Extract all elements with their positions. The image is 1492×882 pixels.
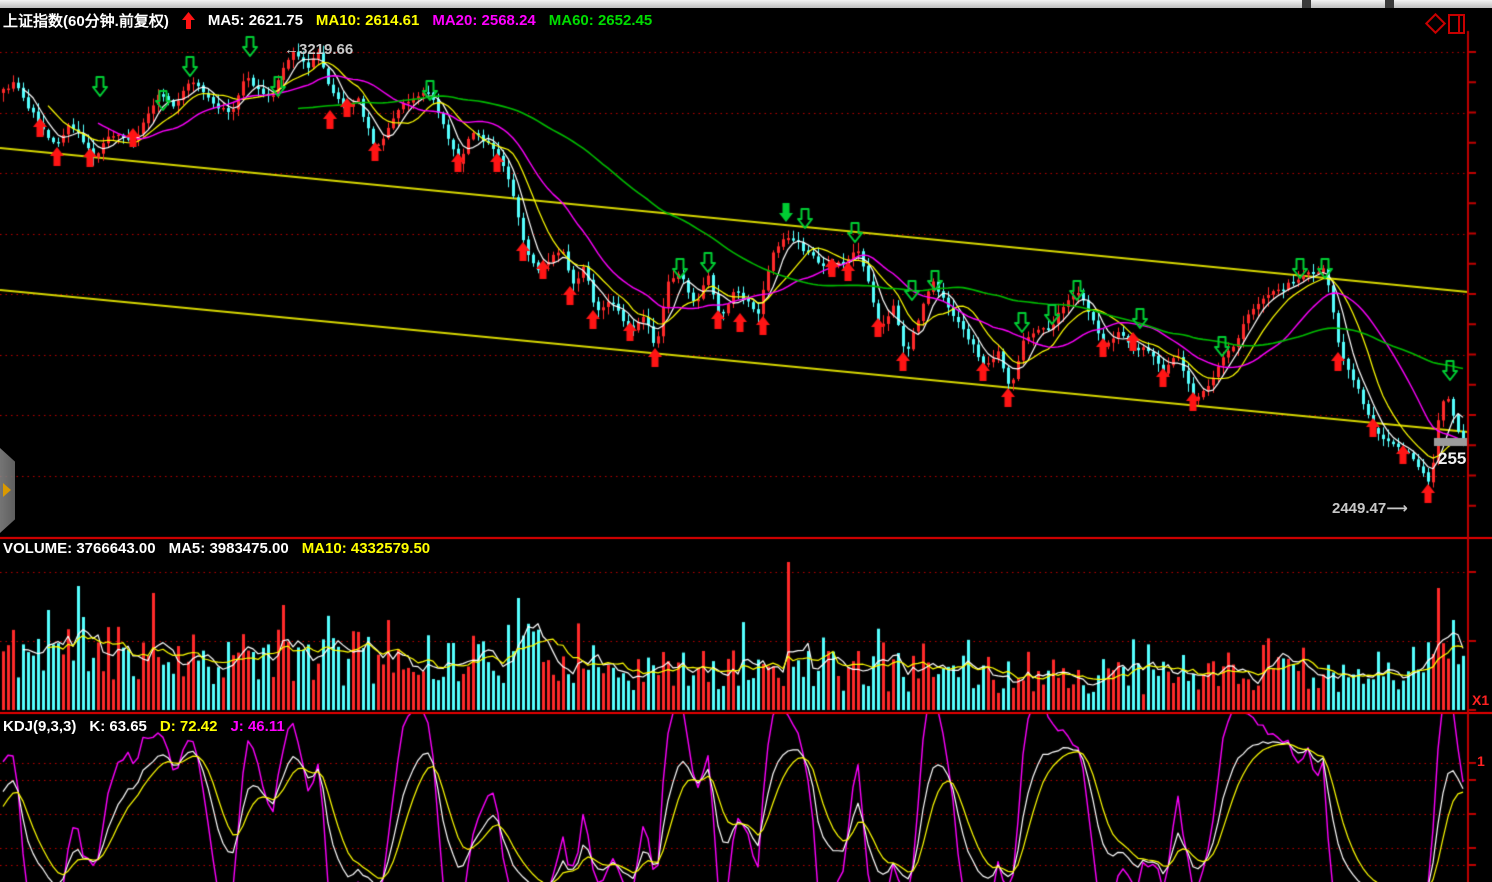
right-arrow-glyph: ⟶ bbox=[1386, 500, 1408, 517]
ma10-value: 2614.61 bbox=[365, 11, 420, 29]
ma10-readout: MA10: 2614.61 bbox=[316, 12, 419, 29]
kdj-k-readout: K: 63.65 bbox=[89, 718, 147, 735]
volume-ma5-label: MA5: bbox=[168, 540, 206, 557]
titlebar-notch bbox=[1385, 0, 1394, 8]
titlebar-notch bbox=[1302, 0, 1311, 8]
kdj-k-label: K: bbox=[89, 718, 106, 735]
volume-value: 3766643.00 bbox=[76, 540, 156, 557]
ma60-value: 2652.45 bbox=[597, 11, 653, 29]
low-price-value: 2449.47 bbox=[1332, 500, 1387, 517]
main-chart-header: 上证指数(60分钟.前复权) MA5: 2621.75 MA10: 2614.6… bbox=[3, 9, 652, 31]
kdj-axis-label-partial: 1 bbox=[1477, 753, 1485, 769]
kdj-d-value: 72.42 bbox=[179, 718, 218, 735]
volume-ma10-label: MA10: bbox=[301, 540, 347, 557]
kdj-k-value: 63.65 bbox=[109, 718, 147, 735]
volume-ma5-value: 3983475.00 bbox=[209, 540, 289, 557]
ma10-label: MA10: bbox=[315, 11, 361, 29]
ma5-value: 2621.75 bbox=[248, 11, 303, 29]
last-price-partial-label: 255 bbox=[1438, 449, 1467, 468]
kdj-j-readout: J: 46.11 bbox=[230, 718, 284, 735]
volume-pane-header: VOLUME: 3766643.00 MA5: 3983475.00 MA10:… bbox=[3, 540, 430, 557]
high-price-value: 3219.66 bbox=[299, 41, 354, 58]
volume-ma5-readout: MA5: 3983475.00 bbox=[169, 540, 289, 557]
volume-ma10-readout: MA10: 4332579.50 bbox=[302, 540, 430, 557]
ma20-label: MA20: bbox=[432, 11, 478, 29]
panel-slide-handle[interactable] bbox=[0, 448, 15, 533]
ma20-readout: MA20: 2568.24 bbox=[432, 12, 535, 29]
volume-ma10-value: 4332579.50 bbox=[350, 540, 431, 557]
low-price-annotation: 2449.47⟶ bbox=[1332, 499, 1408, 517]
kdj-j-value: 46.11 bbox=[247, 718, 285, 735]
kdj-d-readout: D: 72.42 bbox=[160, 718, 218, 735]
ma60-label: MA60: bbox=[548, 11, 594, 29]
zoom-scale-button[interactable]: X1 bbox=[1472, 692, 1490, 708]
titlebar-strip bbox=[0, 0, 1492, 8]
ma60-readout: MA60: 2652.45 bbox=[549, 12, 652, 29]
symbol-period-label: 上证指数(60分钟.前复权) bbox=[3, 12, 169, 30]
volume-readout: VOLUME: 3766643.00 bbox=[3, 540, 156, 557]
ma5-label: MA5: bbox=[207, 11, 245, 29]
expand-arrow-icon bbox=[3, 483, 11, 497]
high-price-annotation: ←3219.66 bbox=[284, 41, 353, 58]
kdj-title: KDJ(9,3,3) bbox=[3, 718, 77, 735]
kdj-d-label: D: bbox=[159, 718, 176, 735]
volume-label: VOLUME: bbox=[3, 540, 73, 557]
buy-signal-arrow-icon bbox=[181, 11, 195, 29]
split-window-icon-divider bbox=[1458, 16, 1460, 32]
ma5-readout: MA5: 2621.75 bbox=[208, 12, 303, 29]
ma20-value: 2568.24 bbox=[481, 11, 536, 29]
kdj-j-label: J: bbox=[230, 718, 244, 735]
kdj-pane-header: KDJ(9,3,3) K: 63.65 D: 72.42 J: 46.11 bbox=[3, 718, 285, 735]
left-arrow-glyph: ← bbox=[284, 41, 299, 58]
split-window-icon[interactable] bbox=[1448, 14, 1465, 34]
